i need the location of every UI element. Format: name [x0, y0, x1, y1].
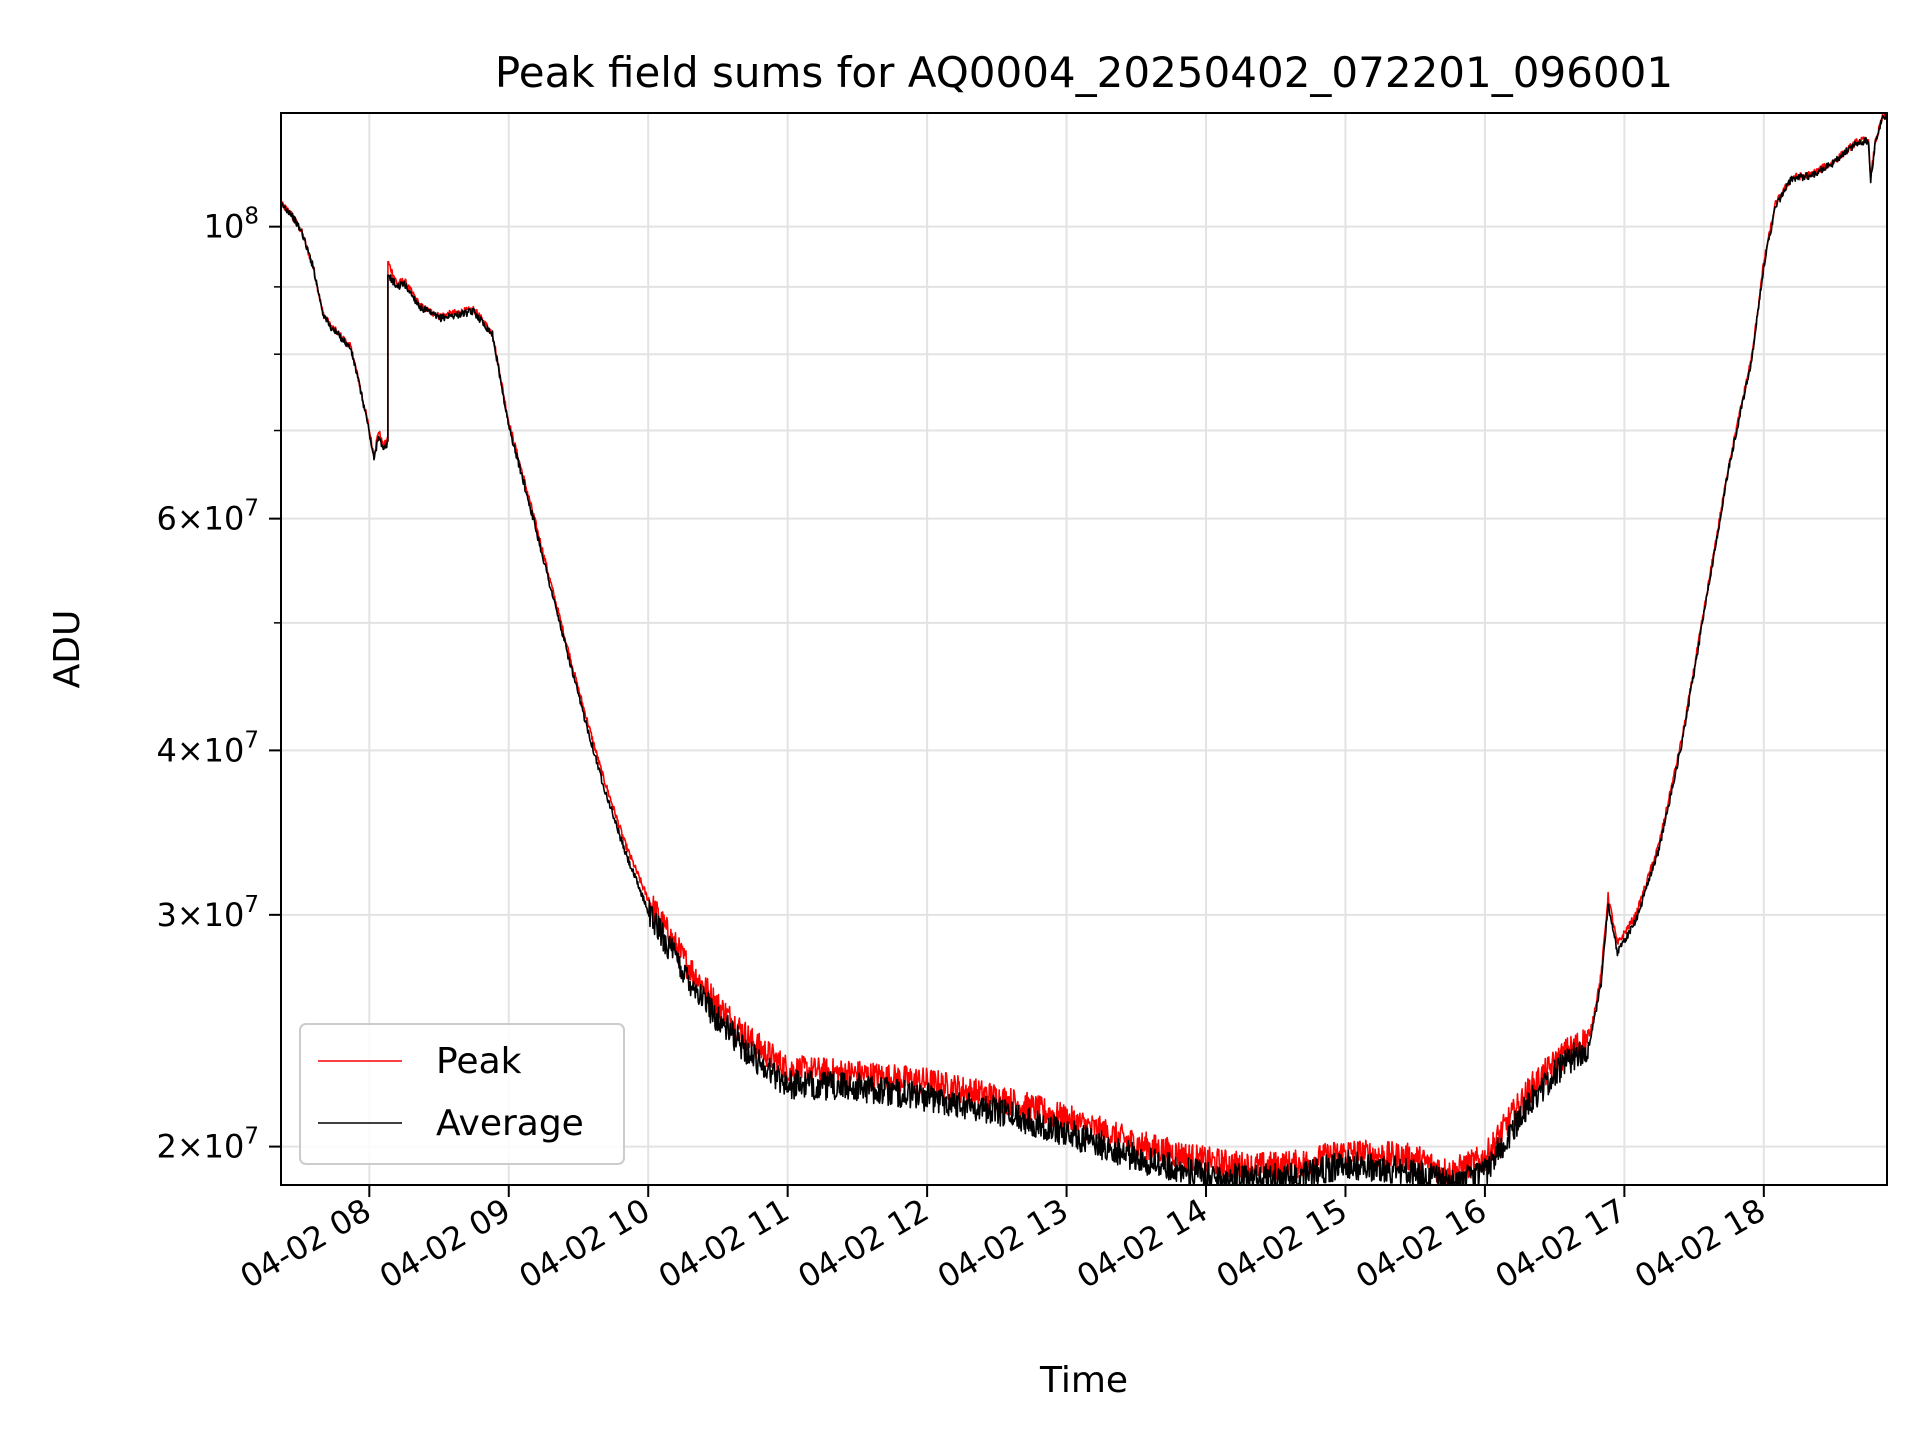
y-tick-label: 108: [204, 204, 259, 246]
legend-label-average: Average: [436, 1103, 584, 1144]
plot-frame: [280, 112, 1888, 1186]
chart-title: Peak field sums for AQ0004_20250402_0722…: [495, 48, 1673, 97]
y-tick-exponent: 7: [244, 1124, 259, 1150]
legend-box: [299, 1023, 625, 1165]
y-tick-exponent: 7: [244, 892, 259, 918]
y-tick-label: 4×107: [156, 727, 259, 769]
y-tick-label: 2×107: [156, 1124, 259, 1166]
grid: [281, 113, 1887, 1185]
y-tick-label: 6×107: [156, 496, 259, 538]
y-axis-label: ADU: [47, 610, 88, 689]
y-tick-base: 4×10: [156, 731, 244, 769]
y-tick-base: 2×10: [156, 1128, 244, 1166]
y-tick-base: 6×10: [156, 500, 244, 538]
y-tick-exponent: 7: [244, 727, 259, 753]
y-tick-exponent: 8: [244, 204, 259, 230]
series-line-average: [281, 113, 1887, 1185]
legend: Peak Average: [299, 1023, 625, 1165]
y-tick-base: 10: [204, 208, 245, 246]
series-layer: [281, 113, 1887, 1185]
y-tick-base: 3×10: [156, 896, 244, 934]
y-tick-exponent: 7: [244, 496, 259, 522]
legend-label-peak: Peak: [436, 1041, 522, 1082]
y-tick-label: 3×107: [156, 892, 259, 934]
x-axis-label: Time: [1039, 1360, 1128, 1401]
